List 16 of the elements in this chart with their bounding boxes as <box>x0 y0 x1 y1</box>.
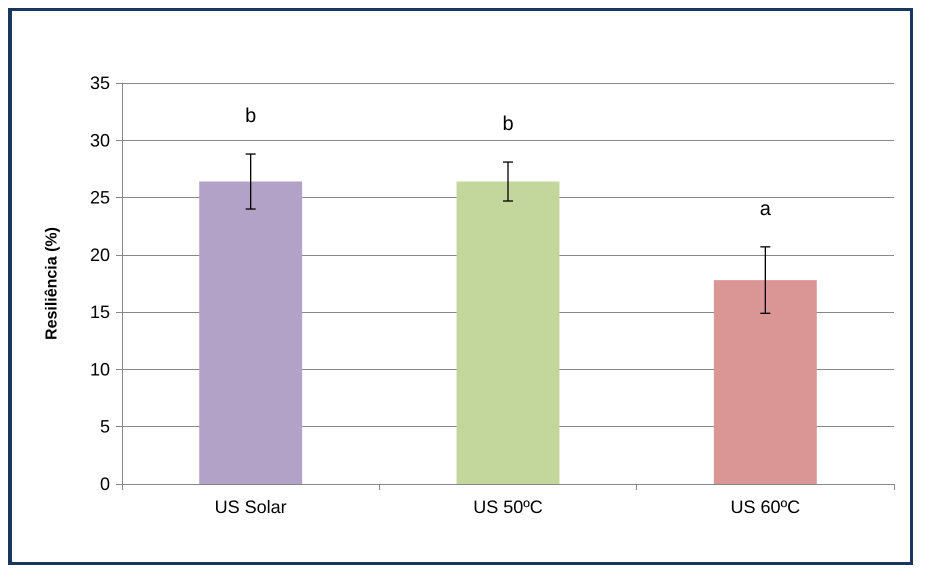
y-tick-label: 10 <box>90 359 110 380</box>
annotation: b <box>245 105 256 128</box>
annotation: b <box>502 113 514 136</box>
annotation: a <box>760 198 772 220</box>
y-tick-label: 15 <box>90 302 110 322</box>
x-tick-label: US Solar <box>214 497 287 517</box>
y-tick-label: 20 <box>90 244 110 265</box>
y-tick-label: 25 <box>90 188 110 208</box>
x-tick-label: US 50ºC <box>473 497 543 517</box>
y-axis-title: Resiliência (%) <box>44 227 60 340</box>
y-tick-label: 30 <box>90 130 110 150</box>
y-tick-label: 5 <box>100 416 110 437</box>
y-tick-label: 0 <box>100 474 110 494</box>
y-tick-label: 35 <box>90 73 110 93</box>
x-tick-label: US 60ºC <box>730 497 800 517</box>
frame: Resiliência (%) 0 5 10 15 20 25 30 35 US Solar US 50ºC US 60ºC b b a <box>8 8 913 565</box>
